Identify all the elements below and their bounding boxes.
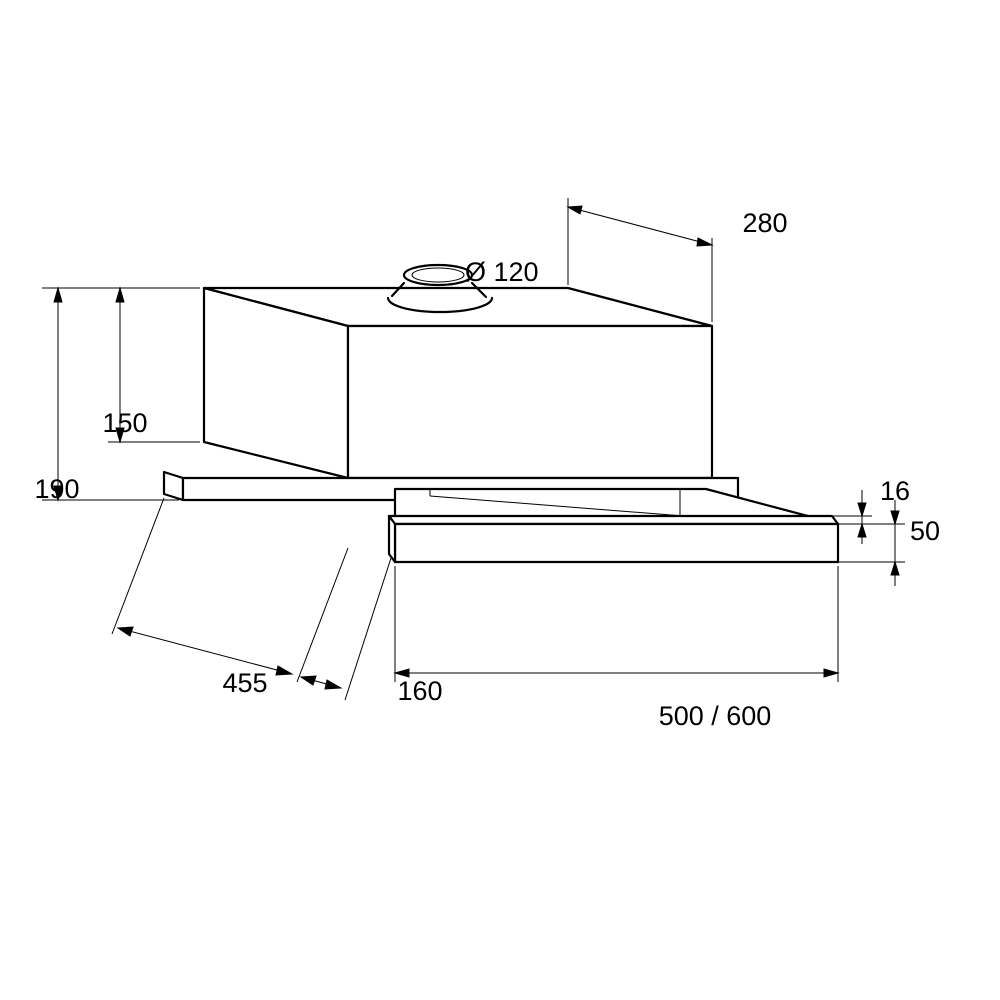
dim-label-front_height: 50 xyxy=(910,516,940,546)
dim-label-front_inner: 16 xyxy=(880,476,910,506)
dim-label-body_height: 150 xyxy=(102,408,147,438)
slide-tray xyxy=(389,489,838,562)
front-bar-left xyxy=(389,516,395,562)
technical-drawing: Ø 120 280 150 190 455 160 500 / 600 5016 xyxy=(0,0,1000,1000)
hood-body xyxy=(204,288,712,478)
dim-label-slide_depth: 160 xyxy=(397,676,442,706)
front-bar-face xyxy=(395,524,838,562)
dim-label-body_depth: 455 xyxy=(222,668,267,698)
dim-label-total_height: 190 xyxy=(34,474,79,504)
dim-label-width: 500 / 600 xyxy=(659,701,772,731)
dim-label-top_depth: 280 xyxy=(742,208,787,238)
dim-label-duct_diameter: Ø 120 xyxy=(465,257,539,287)
rim-left xyxy=(164,472,183,500)
body-front-face xyxy=(348,326,712,478)
front-bar-top xyxy=(389,516,838,524)
